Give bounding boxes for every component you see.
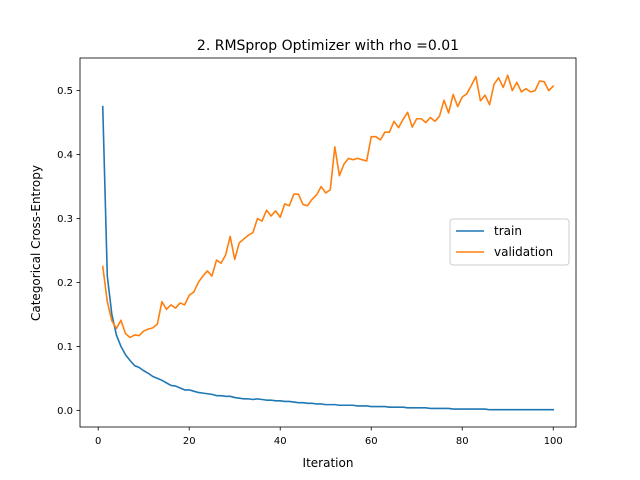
chart-title: 2. RMSprop Optimizer with rho =0.01 xyxy=(197,38,459,54)
x-tick-label: 100 xyxy=(544,436,563,447)
legend-label-validation: validation xyxy=(494,245,553,259)
plot-area: 0 20 40 60 80 100 0.0 0.1 0.2 0.3 0.4 0.5 xyxy=(57,57,577,447)
y-tick-label: 0.2 xyxy=(57,278,73,289)
y-tick-label: 0.4 xyxy=(57,150,73,161)
x-tick-label: 20 xyxy=(183,436,196,447)
x-tick-label: 40 xyxy=(274,436,287,447)
legend: train validation xyxy=(449,218,570,266)
y-tick-label: 0.0 xyxy=(57,406,73,417)
legend-label-train: train xyxy=(494,224,522,238)
y-tick-label: 0.5 xyxy=(57,86,73,97)
y-tick-label: 0.1 xyxy=(57,342,73,353)
x-tick-label: 0 xyxy=(95,436,101,447)
x-tick-label: 60 xyxy=(365,436,378,447)
series-line-train xyxy=(101,105,555,411)
x-tick-label: 80 xyxy=(456,436,469,447)
y-axis-label: Categorical Cross-Entropy xyxy=(29,165,43,321)
x-axis-label: Iteration xyxy=(303,456,354,470)
axes-frame xyxy=(79,57,577,428)
series-line-validation xyxy=(101,74,555,339)
y-tick-label: 0.3 xyxy=(57,214,73,225)
